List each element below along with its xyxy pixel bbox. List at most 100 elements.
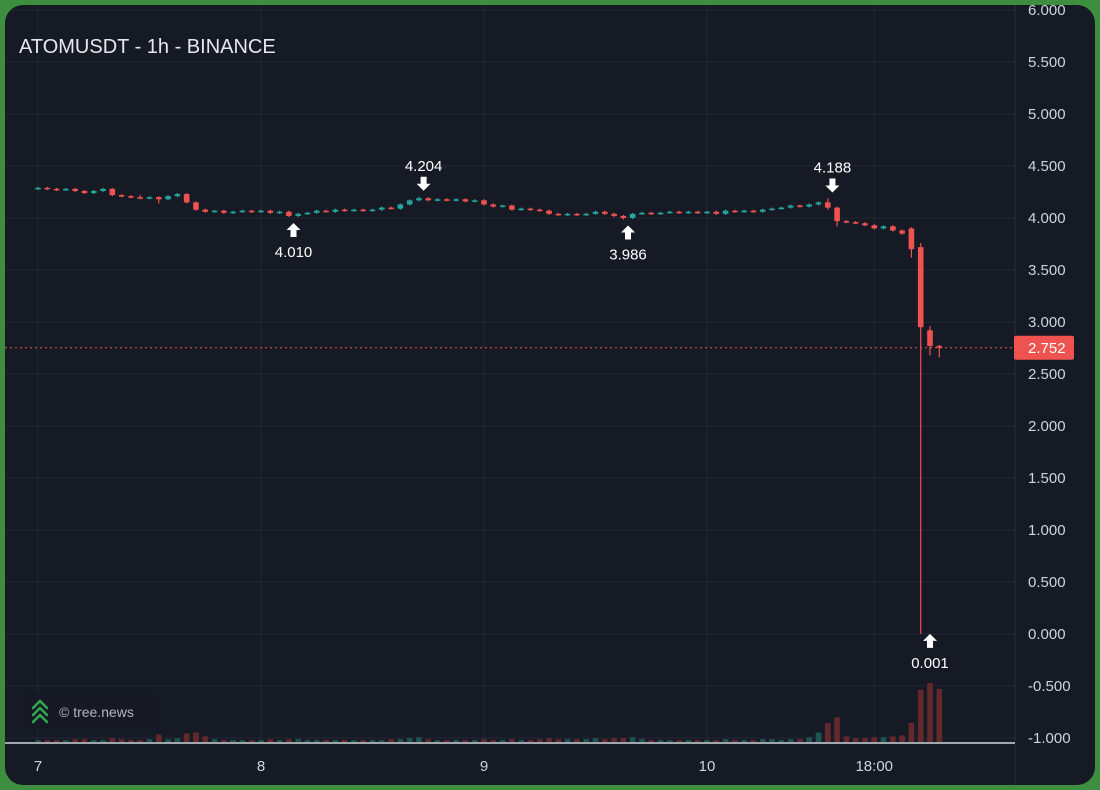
volume-bar xyxy=(304,740,311,742)
y-tick-label: 1.000 xyxy=(1028,522,1066,539)
volume-bar xyxy=(425,739,432,742)
candle-body xyxy=(592,211,599,214)
volume-bar xyxy=(899,735,905,742)
candle-body xyxy=(406,200,413,205)
candle-body xyxy=(527,208,534,211)
volume-bar xyxy=(499,740,506,742)
volume-bar xyxy=(155,734,162,742)
volume-bar xyxy=(351,740,357,742)
x-tick-label: 18:00 xyxy=(855,758,893,775)
chart-title: ATOMUSDT - 1h - BINANCE xyxy=(19,36,276,58)
candle-body xyxy=(583,213,590,216)
candle-body xyxy=(759,209,766,212)
candle-body xyxy=(137,197,144,199)
candle-body xyxy=(704,211,710,214)
high-annotation-label: 4.188 xyxy=(814,159,852,176)
candle-body xyxy=(239,210,246,213)
candle-body xyxy=(258,210,264,213)
volume-bar xyxy=(183,733,190,742)
candle-body xyxy=(843,221,850,223)
candle-body xyxy=(685,211,692,214)
candle-body xyxy=(936,345,943,348)
volume-bar xyxy=(109,738,116,742)
y-tick-label: 4.000 xyxy=(1028,210,1066,227)
y-tick-label: 3.500 xyxy=(1028,262,1066,279)
y-tick-label: 5.000 xyxy=(1028,106,1066,123)
down-arrow-icon xyxy=(825,178,840,193)
volume-bar xyxy=(397,739,404,742)
low-annotation-label: 0.001 xyxy=(911,655,949,672)
candle-body xyxy=(927,330,933,346)
y-tick-label: -1.000 xyxy=(1028,730,1071,747)
volume-bar xyxy=(555,739,562,742)
candle-body xyxy=(174,194,181,197)
volume-bar xyxy=(890,736,896,742)
candle-body xyxy=(295,213,301,216)
candle-body xyxy=(852,222,859,224)
candle-body xyxy=(694,211,701,214)
candlestick-chart[interactable]: 6.000 5.500 5.000 4.500 4.000 3.500 3.000 2.500… xyxy=(5,5,1095,785)
candle-body xyxy=(890,226,896,231)
low-annotation-label: 3.986 xyxy=(609,246,647,263)
candle-body xyxy=(536,209,543,212)
candle-body xyxy=(267,210,274,213)
volume-bar xyxy=(341,740,348,742)
volume-bar xyxy=(620,738,627,742)
candle-body xyxy=(564,213,571,216)
candle-body xyxy=(351,209,357,212)
volume-bar xyxy=(137,740,144,742)
volume-bar xyxy=(732,740,738,742)
candle-body xyxy=(555,213,562,216)
volume-bar xyxy=(295,739,301,742)
candle-body xyxy=(862,223,868,226)
candle-body xyxy=(63,188,69,191)
candle-body xyxy=(797,205,803,208)
volume-bar xyxy=(53,740,60,742)
volume-bar xyxy=(527,740,534,742)
volume-bar xyxy=(564,739,571,742)
up-arrow-icon xyxy=(286,222,301,237)
volume-bar xyxy=(834,717,840,742)
high-annotation-label: 4.204 xyxy=(405,158,443,175)
candle-body xyxy=(128,196,134,198)
candle-body xyxy=(369,209,376,212)
volume-bar xyxy=(90,740,97,742)
volume-bar xyxy=(128,740,134,742)
volume-bar xyxy=(378,740,385,742)
candle-body xyxy=(378,207,385,210)
volume-bar xyxy=(165,739,171,742)
candle-body xyxy=(462,199,469,202)
volume-bar xyxy=(852,738,859,742)
volume-bar xyxy=(908,723,915,742)
volume-bar xyxy=(416,737,422,742)
candle-body xyxy=(388,207,394,210)
volume-bar xyxy=(44,740,51,742)
volume-bar xyxy=(927,683,933,742)
candle-body xyxy=(323,210,329,213)
volume-bar xyxy=(759,739,766,742)
candle-body xyxy=(509,205,515,210)
volume-bar xyxy=(221,740,227,742)
candle-body xyxy=(917,247,924,328)
volume-bar xyxy=(917,689,924,742)
y-tick-label: 3.000 xyxy=(1028,314,1066,331)
volume-bar xyxy=(100,740,106,742)
volume-bar xyxy=(787,739,794,742)
candle-body xyxy=(499,205,506,208)
volume-bar xyxy=(453,740,459,742)
volume-bar xyxy=(406,738,413,742)
volume-bar xyxy=(230,740,236,742)
volume-bar xyxy=(880,737,887,742)
candle-body xyxy=(574,213,580,216)
volume-bar xyxy=(676,740,682,742)
volume-bar xyxy=(81,739,88,742)
candle-body xyxy=(908,228,915,250)
candle-body xyxy=(193,202,199,210)
volume-bar xyxy=(193,732,199,742)
candle-body xyxy=(109,188,116,196)
candle-body xyxy=(713,211,720,214)
volume-bar xyxy=(313,740,320,742)
volume-bar xyxy=(629,737,636,742)
candle-body xyxy=(35,187,41,190)
candle-body xyxy=(183,194,190,203)
